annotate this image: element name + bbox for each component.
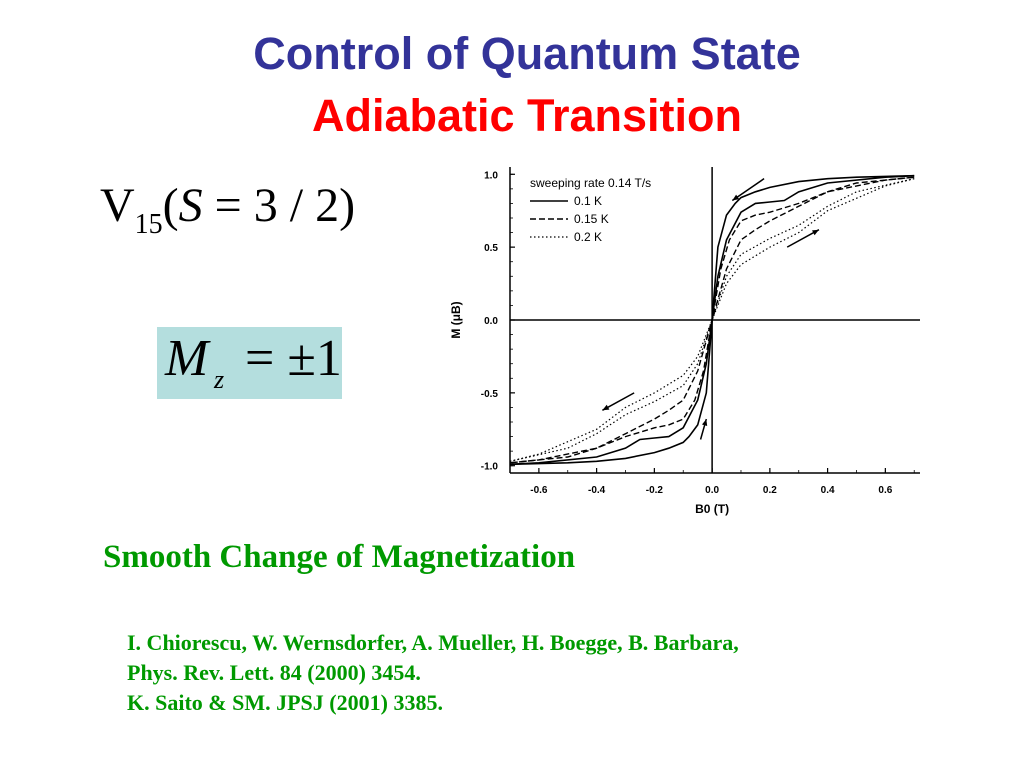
formula-variable: S (178, 179, 203, 232)
chart-axes: 1.0 0.5 0.0 -0.5 -1.0 -0.6 -0.4 -0.2 0.0 0.2 0.4 0.… (449, 167, 920, 516)
x-tick-label: 0.4 (821, 485, 835, 496)
references: I. Chiorescu, W. Wernsdorfer, A. Mueller… (127, 628, 739, 718)
x-tick-label: 0.2 (763, 485, 777, 496)
x-tick-label: 0.6 (878, 485, 892, 496)
formula-subscript: 15 (134, 209, 163, 240)
series-dotted-ascending (509, 178, 915, 462)
spin-formula: V15(S = 3 / 2) (100, 178, 356, 240)
arrow-right-head (812, 229, 819, 236)
y-tick-label: -1.0 (481, 462, 499, 473)
legend-title: sweeping rate 0.14 T/s (530, 176, 651, 190)
reference-line: K. Saito & SM. JPSJ (2001) 3385. (127, 690, 443, 715)
mz-value: = ±1 (245, 330, 342, 387)
magnetization-chart: 1.0 0.5 0.0 -0.5 -1.0 -0.6 -0.4 -0.2 0.0 0.2 0.4 0.… (449, 167, 920, 516)
formula-rest: = 3 / 2) (202, 179, 356, 232)
arrow-bottom-head (702, 419, 708, 426)
y-axis-label: M (μB) (449, 301, 463, 338)
y-tick-label: 1.0 (484, 170, 498, 181)
arrow-top-head (732, 194, 740, 201)
x-tick-label: 0.0 (705, 485, 719, 496)
formula-open-paren: ( (162, 179, 179, 232)
chart-legend: sweeping rate 0.14 T/s 0.1 K 0.15 K 0.2 K (530, 176, 651, 244)
reference-line: Phys. Rev. Lett. 84 (2000) 3454. (127, 660, 421, 685)
mz-formula-box: M z = ±1 (157, 327, 342, 399)
slide-subtitle: Adiabatic Transition (311, 90, 743, 141)
series-dashed-ascending (509, 176, 915, 464)
chart-series (509, 174, 915, 466)
formula-base: V (100, 179, 135, 232)
slide-title: Control of Quantum State (253, 28, 801, 79)
x-axis-label: B0 (T) (695, 502, 729, 516)
series-dotted-descending (509, 178, 915, 462)
conclusion-text: Smooth Change of Magnetization (103, 539, 576, 575)
x-tick-label: -0.2 (646, 485, 664, 496)
series-dashed-descending (509, 176, 915, 464)
reference-line: I. Chiorescu, W. Wernsdorfer, A. Mueller… (127, 630, 739, 655)
arrow-left-head (602, 404, 610, 411)
mz-symbol: M (165, 330, 209, 387)
y-tick-label: 0.5 (484, 243, 498, 254)
y-tick-label: 0.0 (484, 316, 498, 327)
mz-subscript: z (214, 365, 225, 394)
x-tick-label: -0.6 (530, 485, 548, 496)
x-tick-label: -0.4 (588, 485, 606, 496)
legend-label: 0.1 K (574, 194, 602, 208)
legend-label: 0.15 K (574, 212, 609, 226)
legend-label: 0.2 K (574, 230, 602, 244)
y-tick-label: -0.5 (481, 389, 499, 400)
